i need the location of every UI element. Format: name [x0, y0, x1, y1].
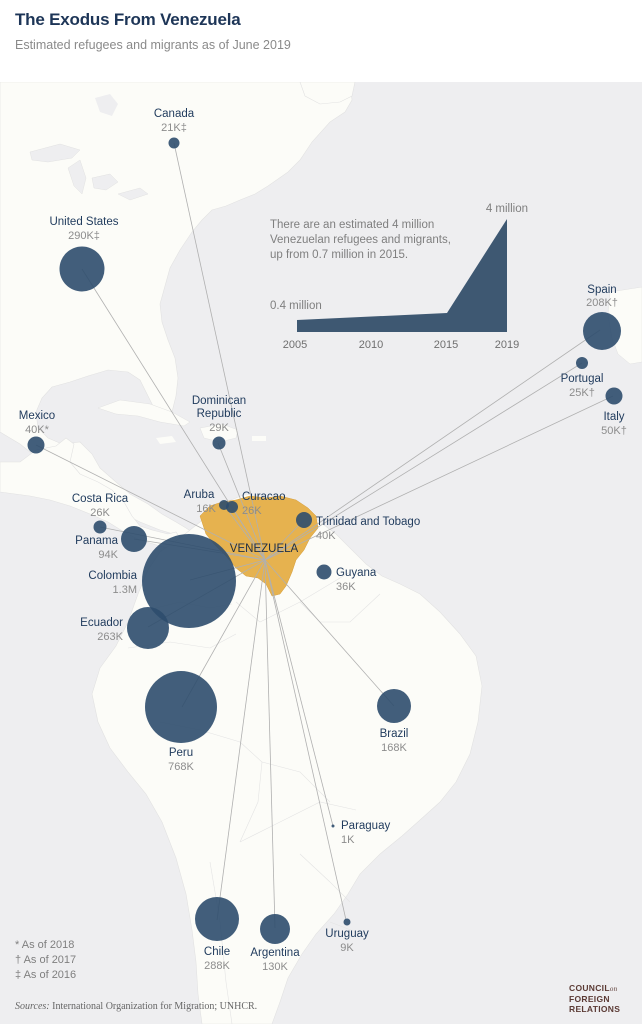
label-portugal: Portugal: [561, 373, 604, 385]
tick-2019: 2019: [495, 339, 519, 351]
value-brazil: 168K: [381, 742, 407, 754]
bubble-mexico: [27, 436, 45, 454]
bubble-portugal: [576, 357, 588, 369]
hispaniola: [199, 423, 239, 443]
bubble-united-states: [59, 246, 105, 292]
label-aruba: Aruba: [184, 489, 215, 501]
header: The Exodus From Venezuela Estimated refu…: [0, 0, 642, 82]
label-trinidad: Trinidad and Tobago: [316, 516, 420, 528]
value-portugal: 25K†: [569, 387, 595, 399]
bubble-ecuador: [127, 607, 169, 649]
note-2016: ‡ As of 2016: [15, 969, 77, 981]
inset-start-label: 0.4 million: [270, 300, 322, 312]
logo-line1: COUNCIL: [569, 983, 610, 993]
value-peru: 768K: [168, 761, 194, 773]
value-ecuador: 263K: [97, 631, 123, 643]
label-costa-rica: Costa Rica: [72, 493, 129, 505]
value-curacao: 26K: [242, 505, 262, 517]
bubble-colombia: [142, 534, 236, 628]
tick-2005: 2005: [283, 339, 307, 351]
logo-on: on: [609, 985, 618, 993]
label-dominican-republic-2: Republic: [197, 408, 242, 420]
sources-label: Sources:: [15, 1001, 50, 1012]
bubble-panama: [121, 526, 147, 552]
label-italy: Italy: [603, 411, 624, 423]
bubble-brazil: [377, 689, 411, 723]
bubble-chile: [195, 897, 239, 941]
sources: Sources: International Organization for …: [15, 1001, 257, 1012]
label-spain: Spain: [587, 284, 616, 296]
value-spain: 208K†: [586, 297, 618, 309]
inset-area: [297, 219, 507, 332]
label-brazil: Brazil: [380, 728, 409, 740]
value-costa-rica: 26K: [90, 507, 110, 519]
bubble-spain: [583, 312, 621, 350]
inset-text-line2: Venezuelan refugees and migrants,: [270, 234, 451, 246]
label-peru: Peru: [169, 747, 193, 759]
label-mexico: Mexico: [19, 410, 55, 422]
label-ecuador: Ecuador: [80, 617, 123, 629]
label-chile: Chile: [204, 946, 230, 958]
destination-bubbles: [27, 137, 623, 944]
label-guyana: Guyana: [336, 567, 377, 579]
logo-line2: FOREIGN: [569, 994, 610, 1004]
bubble-guyana: [316, 564, 332, 580]
value-trinidad: 40K: [316, 530, 336, 542]
bubble-canada: [168, 137, 180, 149]
inset-end-label: 4 million: [486, 203, 528, 215]
bubble-costa-rica: [93, 520, 107, 534]
label-venezuela: VENEZUELA: [230, 543, 299, 555]
label-paraguay: Paraguay: [341, 820, 390, 832]
footnotes: * As of 2018 † As of 2017 ‡ As of 2016: [15, 938, 76, 983]
label-curacao: Curacao: [242, 491, 285, 503]
inset-text-line3: up from 0.7 million in 2015.: [270, 249, 408, 261]
label-dominican-republic-1: Dominican: [192, 395, 246, 407]
value-dominican-republic: 29K: [209, 422, 229, 434]
value-paraguay: 1K: [341, 834, 355, 846]
cuba: [97, 399, 191, 427]
value-canada: 21K‡: [161, 122, 187, 134]
tick-2015: 2015: [434, 339, 458, 351]
bubble-dominican-republic: [212, 436, 226, 450]
value-aruba: 16K: [196, 503, 216, 515]
value-panama: 94K: [98, 549, 118, 561]
destination-labels: Canada 21K‡ United States 290K‡ Spain 20…: [19, 108, 627, 973]
label-united-states: United States: [49, 216, 118, 228]
inset-chart: There are an estimated 4 million Venezue…: [270, 203, 528, 351]
page-title: The Exodus From Venezuela: [15, 10, 241, 29]
label-panama: Panama: [75, 535, 118, 547]
value-argentina: 130K: [262, 961, 288, 973]
bubble-italy: [605, 387, 623, 405]
label-canada: Canada: [154, 108, 195, 120]
value-colombia: 1.3M: [113, 584, 137, 596]
value-chile: 288K: [204, 960, 230, 972]
bubble-trinidad: [296, 512, 312, 528]
value-uruguay: 9K: [340, 942, 354, 954]
value-italy: 50K†: [601, 425, 627, 437]
cfr-logo: COUNCILon FOREIGN RELATIONS: [569, 983, 620, 1014]
bubble-curacao: [226, 501, 238, 513]
note-2018: * As of 2018: [15, 939, 75, 951]
label-argentina: Argentina: [250, 947, 300, 959]
logo-line3: RELATIONS: [569, 1004, 621, 1014]
bubble-uruguay: [343, 918, 351, 926]
value-united-states: 290K‡: [68, 230, 100, 242]
note-2017: † As of 2017: [15, 954, 77, 966]
value-mexico: 40K*: [25, 424, 50, 436]
bubble-paraguay: [331, 824, 335, 828]
value-guyana: 36K: [336, 581, 356, 593]
label-uruguay: Uruguay: [325, 928, 369, 940]
page-subtitle: Estimated refugees and migrants as of Ju…: [15, 38, 291, 52]
sources-text: International Organization for Migration…: [49, 1001, 258, 1012]
label-colombia: Colombia: [88, 570, 137, 582]
migration-map: Canada 21K‡ United States 290K‡ Spain 20…: [0, 82, 642, 1024]
central-america-land: [0, 437, 185, 551]
bubble-argentina: [260, 914, 290, 944]
bubble-peru: [145, 671, 217, 743]
tick-2010: 2010: [359, 339, 383, 351]
inset-text-line1: There are an estimated 4 million: [270, 219, 434, 231]
